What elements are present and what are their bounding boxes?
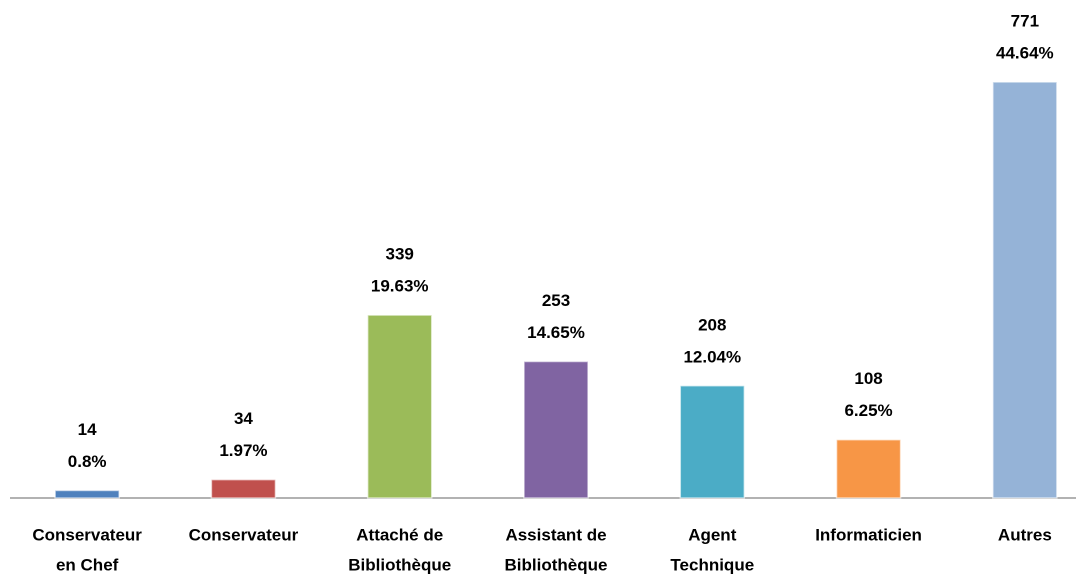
x-tick-label: Bibliothèque <box>348 555 451 574</box>
value-label: 34 <box>234 409 253 428</box>
value-label: 253 <box>542 291 570 310</box>
percent-label: 14.65% <box>527 323 585 342</box>
x-tick-label: Assistant de <box>505 525 606 544</box>
value-label: 108 <box>854 369 882 388</box>
x-tick-label: Technique <box>670 555 754 574</box>
x-tick-label: en Chef <box>56 555 119 574</box>
value-label: 339 <box>386 245 414 264</box>
bar <box>54 489 120 499</box>
bar <box>679 385 746 499</box>
x-tick-label: Attaché de <box>356 525 443 544</box>
percent-label: 0.8% <box>68 452 107 471</box>
percent-label: 44.64% <box>996 43 1054 62</box>
bar <box>210 478 277 499</box>
value-label: 208 <box>698 315 726 334</box>
percent-label: 1.97% <box>219 441 267 460</box>
percent-label: 19.63% <box>371 277 429 296</box>
percent-label: 6.25% <box>844 401 892 420</box>
bar <box>366 314 433 499</box>
x-tick-label: Informaticien <box>815 525 922 544</box>
x-tick-label: Agent <box>688 525 737 544</box>
x-tick-label: Conservateur <box>189 525 299 544</box>
x-tick-label: Bibliothèque <box>505 555 608 574</box>
bar <box>992 81 1058 499</box>
bar <box>523 360 589 499</box>
percent-label: 12.04% <box>683 347 741 366</box>
value-label: 771 <box>1011 11 1039 30</box>
x-tick-label: Autres <box>998 525 1052 544</box>
x-tick-label: Conservateur <box>32 525 142 544</box>
bar <box>835 438 902 499</box>
value-label: 14 <box>78 420 97 439</box>
